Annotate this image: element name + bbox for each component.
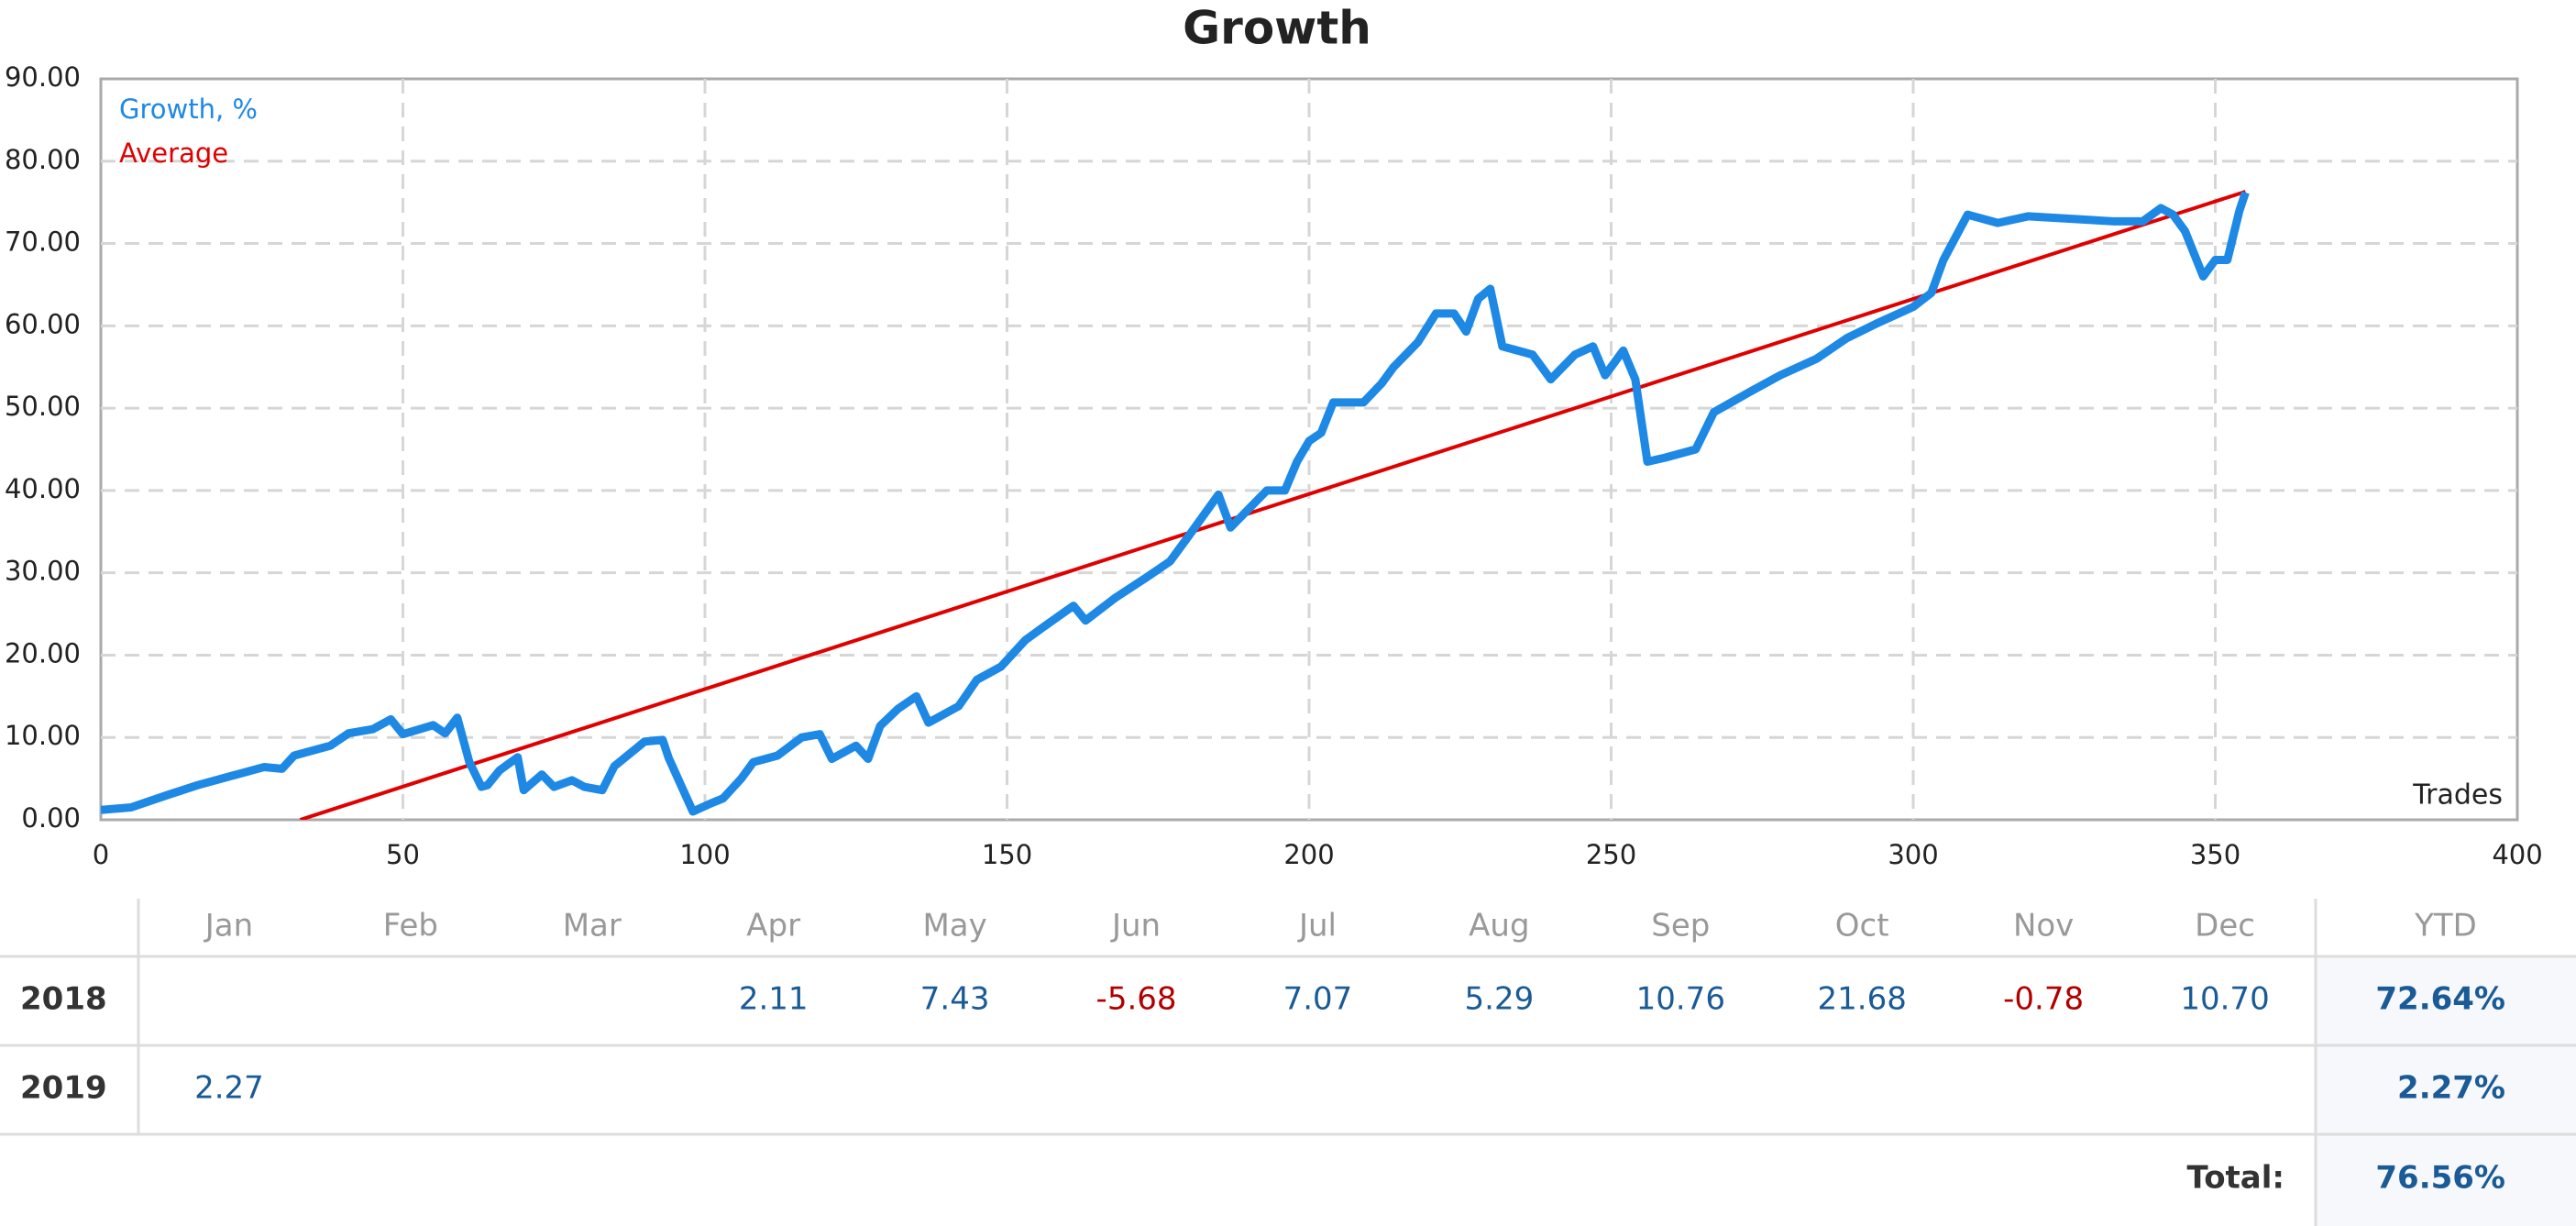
month-return: 7.43 xyxy=(920,981,990,1018)
y-tick-label: 60.00 xyxy=(5,308,81,339)
ytd-column-bg xyxy=(2316,956,2576,1226)
x-tick-label: 250 xyxy=(1586,839,1636,870)
x-tick-label: 100 xyxy=(679,839,730,870)
month-header: Feb xyxy=(383,908,438,944)
month-header: Apr xyxy=(746,908,800,944)
month-header: Jun xyxy=(1110,908,1161,944)
y-tick-label: 90.00 xyxy=(5,61,81,93)
month-header: Nov xyxy=(2013,908,2074,944)
month-return: -0.78 xyxy=(2003,981,2084,1018)
x-tick-label: 200 xyxy=(1283,839,1334,870)
month-return: 7.07 xyxy=(1283,981,1353,1018)
ytd-value: 2.27% xyxy=(2397,1070,2505,1107)
growth-line xyxy=(101,191,2250,816)
x-tick-label: 150 xyxy=(982,839,1032,870)
x-tick-label: 350 xyxy=(2190,839,2240,870)
month-header: Aug xyxy=(1469,908,1529,944)
x-tick-label: 300 xyxy=(1888,839,1938,870)
y-tick-label: 20.00 xyxy=(5,637,81,668)
month-header: May xyxy=(922,908,986,944)
month-return: 5.29 xyxy=(1465,981,1535,1018)
month-return: 21.68 xyxy=(1818,981,1907,1018)
year-label: 2018 xyxy=(20,981,107,1018)
x-tick-label: 400 xyxy=(2492,839,2542,870)
month-header: Jul xyxy=(1297,908,1337,944)
x-tick-label: 50 xyxy=(386,839,420,870)
ytd-value: 72.64% xyxy=(2375,981,2505,1018)
total-value: 76.56% xyxy=(2375,1160,2505,1197)
month-header: Mar xyxy=(563,908,622,944)
y-tick-label: 30.00 xyxy=(5,556,81,587)
month-return: 2.27 xyxy=(194,1070,264,1107)
chart-title: Growth xyxy=(1183,2,1371,55)
legend-entry: Growth, % xyxy=(119,94,258,125)
x-tick-label: 0 xyxy=(93,839,109,870)
month-header: Sep xyxy=(1651,908,1710,944)
x-axis-label: Trades xyxy=(2412,779,2503,812)
month-return: -5.68 xyxy=(1096,981,1177,1018)
y-tick-label: 0.00 xyxy=(21,802,81,834)
ytd-header: YTD xyxy=(2414,908,2477,944)
month-return: 10.76 xyxy=(1636,981,1725,1018)
average-line xyxy=(299,190,2247,820)
y-tick-label: 70.00 xyxy=(5,226,81,258)
y-tick-label: 40.00 xyxy=(5,473,81,504)
y-tick-label: 50.00 xyxy=(5,391,81,422)
plot-area xyxy=(101,190,2250,820)
month-header: Jan xyxy=(204,908,253,944)
month-return: 10.70 xyxy=(2180,981,2269,1018)
y-tick-label: 10.00 xyxy=(5,720,81,751)
legend-entry: Average xyxy=(119,138,228,169)
month-return: 2.11 xyxy=(739,981,809,1018)
y-tick-label: 80.00 xyxy=(5,144,81,175)
total-label: Total: xyxy=(2187,1160,2284,1197)
month-header: Dec xyxy=(2195,908,2255,944)
month-header: Oct xyxy=(1835,908,1889,944)
year-label: 2019 xyxy=(20,1070,107,1107)
